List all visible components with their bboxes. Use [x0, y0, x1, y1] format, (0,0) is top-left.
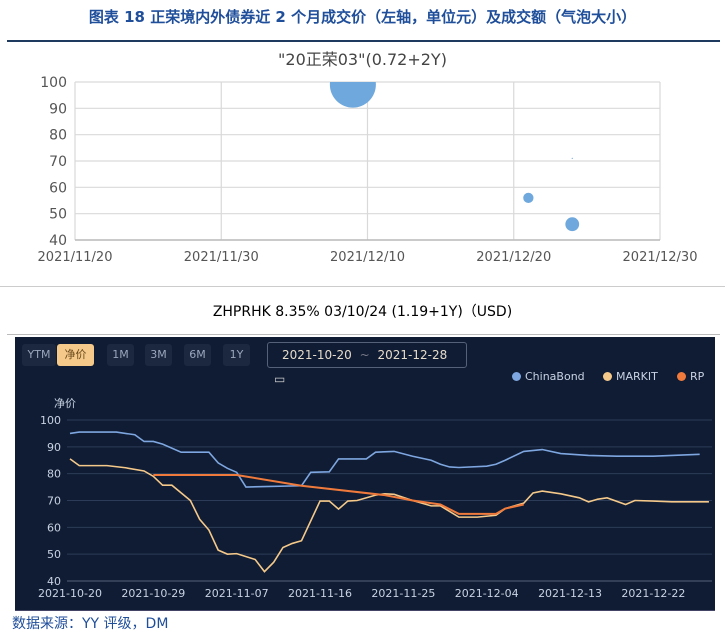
legend-chinabond[interactable]: ChinaBond — [512, 370, 585, 383]
x-tick-label: 2021/11/20 — [38, 250, 113, 265]
y-tick-label: 80 — [49, 128, 67, 144]
x-tick-label: 2021/12/20 — [476, 250, 551, 265]
legend-dot-icon — [512, 372, 521, 381]
y-tick-label: 90 — [47, 441, 61, 454]
date-separator: ~ — [359, 348, 370, 362]
bubble — [329, 82, 376, 108]
bubble — [565, 217, 580, 232]
divider — [7, 334, 720, 335]
x-tick-label: 2021-12-22 — [621, 587, 685, 600]
x-tick-label: 2021/11/30 — [184, 250, 259, 265]
net-price-toggle[interactable]: 净价 — [57, 344, 94, 366]
x-tick-label: 2021-11-25 — [371, 587, 435, 600]
series-line-markit — [69, 458, 709, 573]
y-tick-label: 60 — [47, 521, 61, 534]
y-tick-label: 100 — [40, 414, 61, 427]
date-from[interactable]: 2021-10-20 — [282, 348, 352, 362]
y-tick-label: 90 — [49, 101, 67, 117]
x-tick-label: 2021-12-13 — [538, 587, 602, 600]
source-note: 数据来源：YY 评级，DM — [12, 616, 169, 632]
legend-label: RP — [690, 370, 705, 383]
legend-label: MARKIT — [616, 370, 658, 383]
x-tick-label: 2021-12-04 — [455, 587, 519, 600]
chart1-title: "20正荣03"(0.72+2Y) — [278, 50, 447, 69]
y-tick-label: 70 — [47, 495, 61, 508]
y-tick-label: 50 — [49, 207, 67, 223]
divider — [0, 286, 725, 287]
legend-dot-icon — [603, 372, 612, 381]
y-tick-label: 40 — [47, 575, 61, 588]
legend-dot-icon — [677, 372, 686, 381]
calendar-icon[interactable]: ▭ — [274, 372, 286, 386]
bubble — [571, 157, 573, 159]
x-tick-label: 2021-11-16 — [288, 587, 352, 600]
y-tick-label: 70 — [49, 154, 67, 170]
chart2-title: ZHPRHK 8.35% 03/10/24 (1.19+1Y)（USD) — [212, 304, 513, 320]
legend-markit[interactable]: MARKIT — [603, 370, 658, 383]
ytm-toggle[interactable]: YTM — [22, 344, 56, 366]
series-line-rp — [153, 474, 524, 515]
y-tick-label: 50 — [47, 548, 61, 561]
legend-label: ChinaBond — [525, 370, 585, 383]
y-tick-label: 60 — [49, 180, 67, 196]
x-tick-label: 2021/12/10 — [330, 250, 405, 265]
x-tick-label: 2021-11-07 — [205, 587, 269, 600]
period-3m-button[interactable]: 3M — [145, 344, 172, 366]
legend-rp[interactable]: RP — [677, 370, 704, 383]
figure-title: 图表 18 正荣境内外债券近 2 个月成交价（左轴，单位元）及成交额（气泡大小） — [88, 8, 637, 26]
date-range-picker[interactable]: 2021-10-20 ~ 2021-12-28 ▭ — [267, 342, 467, 386]
y-tick-label: 100 — [40, 75, 67, 91]
y-tick-label: 80 — [47, 468, 61, 481]
y-axis-label: 净价 — [54, 397, 76, 410]
y-tick-label: 40 — [49, 233, 67, 249]
period-6m-button[interactable]: 6M — [184, 344, 211, 366]
x-tick-label: 2021/12/30 — [623, 250, 698, 265]
period-1m-button[interactable]: 1M — [107, 344, 134, 366]
bubble — [523, 192, 534, 204]
period-1y-button[interactable]: 1Y — [223, 344, 250, 366]
series-line-chinabond — [69, 431, 700, 488]
date-to[interactable]: 2021-12-28 — [377, 348, 448, 362]
x-tick-label: 2021-10-20 — [38, 587, 102, 600]
title-divider — [7, 40, 720, 42]
x-tick-label: 2021-10-29 — [121, 587, 185, 600]
